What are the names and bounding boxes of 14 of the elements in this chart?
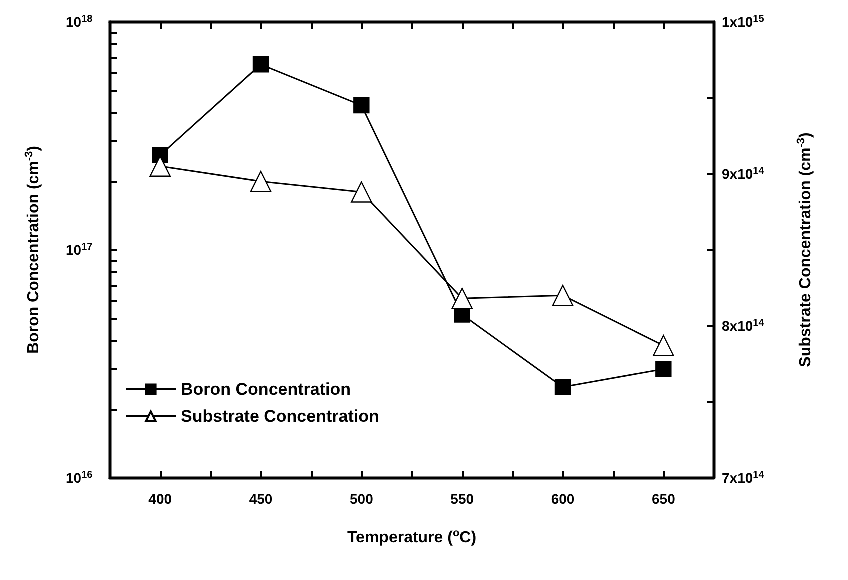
y-axis-title: Boron Concentration (cm-3)	[24, 146, 42, 354]
x-tick-label: 650	[652, 491, 676, 507]
x-tick-label: 500	[350, 491, 374, 507]
point	[656, 361, 672, 378]
legend-label: Substrate Concentration	[181, 407, 380, 426]
legend-label: Boron Concentration	[181, 380, 351, 399]
x-tick-label: 400	[148, 491, 172, 507]
x-tick-label: 600	[551, 491, 575, 507]
x-tick-label: 450	[249, 491, 273, 507]
x-tick-label: 550	[450, 491, 474, 507]
point	[252, 56, 270, 73]
point	[554, 379, 572, 396]
y2-axis-title: Substrate Concentration (cm-3)	[796, 132, 814, 368]
point	[354, 97, 370, 114]
